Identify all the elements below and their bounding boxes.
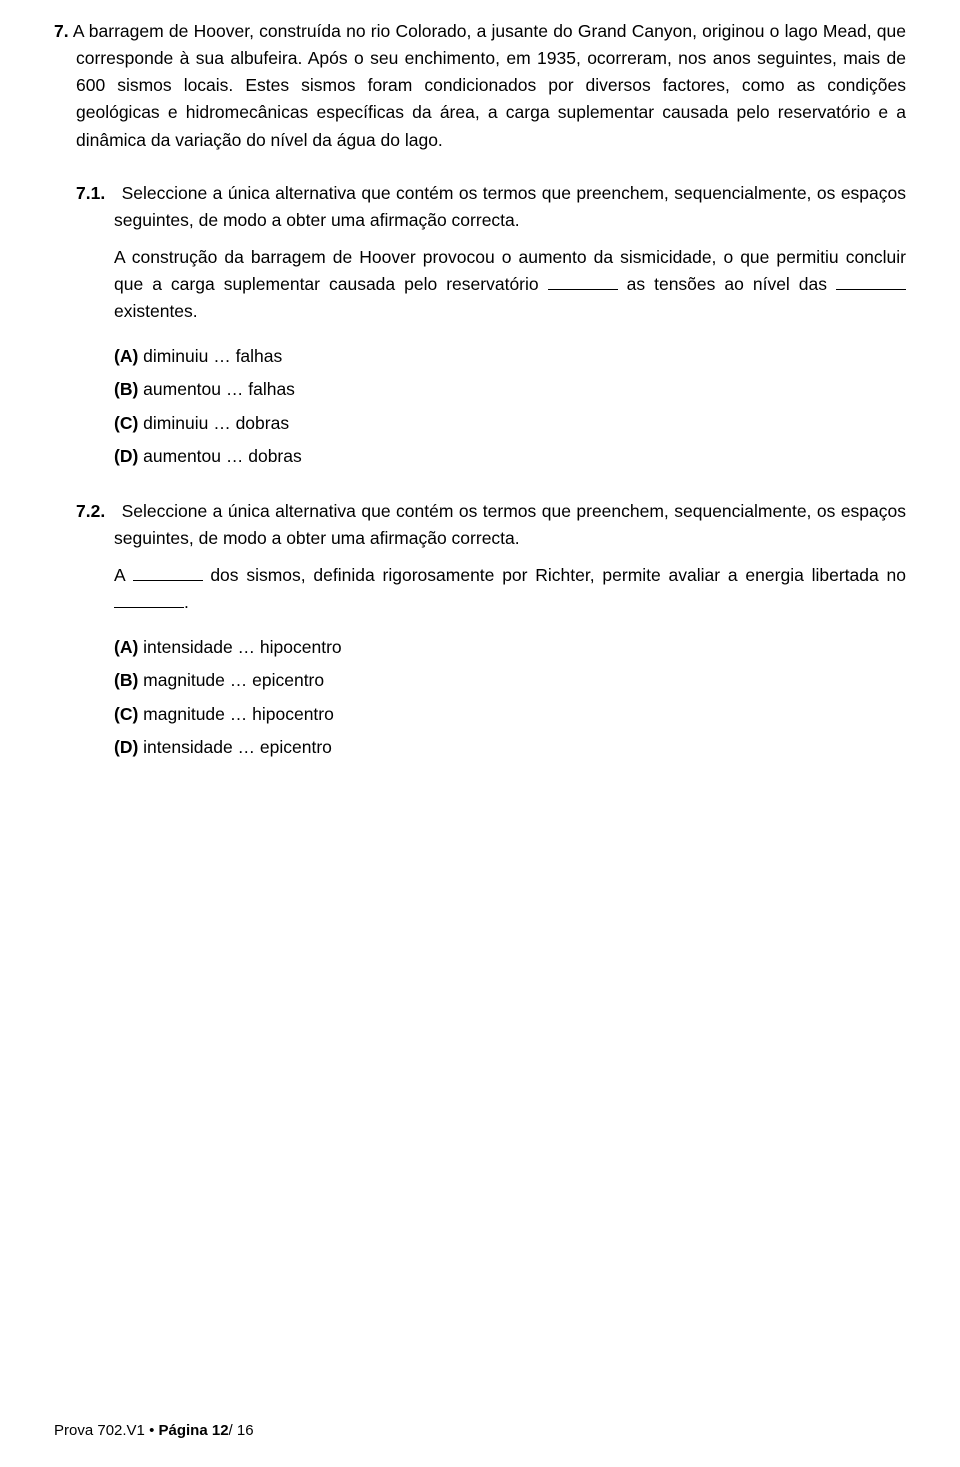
question-7-2-statement: A dos sismos, definida rigorosamente por… [76, 562, 906, 616]
q71-text-c: existentes. [114, 301, 198, 321]
option-c-text: magnitude … hipocentro [143, 704, 334, 724]
page-number-label: Página 12 [159, 1422, 229, 1439]
question-7-2-options: (A) intensidade … hipocentro (B) magnitu… [76, 634, 906, 761]
option-b-label: (B) [114, 670, 138, 690]
q72-text-a: A [114, 565, 133, 585]
option-d-label: (D) [114, 446, 138, 466]
question-7-2-number: 7.2. [76, 501, 105, 521]
question-7-1-statement: A construção da barragem de Hoover provo… [76, 244, 906, 325]
question-7-1-number: 7.1. [76, 183, 105, 203]
blank-field [133, 564, 203, 582]
q71-text-b: as tensões ao nível das [618, 274, 836, 294]
blank-field [548, 273, 618, 291]
q72-text-c: . [184, 592, 189, 612]
option-a[interactable]: (A) intensidade … hipocentro [114, 634, 906, 661]
exam-page: 7. A barragem de Hoover, construída no r… [0, 0, 960, 1467]
footer-separator: • [145, 1422, 159, 1439]
option-b-text: aumentou … falhas [143, 379, 295, 399]
option-a-label: (A) [114, 346, 138, 366]
option-d[interactable]: (D) intensidade … epicentro [114, 734, 906, 761]
option-a-label: (A) [114, 637, 138, 657]
option-c[interactable]: (C) magnitude … hipocentro [114, 701, 906, 728]
question-7-1-instruction: Seleccione a única alternativa que conté… [114, 183, 906, 230]
question-7-2-head: 7.2. Seleccione a única alternativa que … [76, 498, 906, 552]
option-a[interactable]: (A) diminuiu … falhas [114, 343, 906, 370]
option-a-text: diminuiu … falhas [143, 346, 282, 366]
option-d[interactable]: (D) aumentou … dobras [114, 443, 906, 470]
option-d-label: (D) [114, 737, 138, 757]
question-7-text: A barragem de Hoover, construída no rio … [73, 21, 906, 150]
question-7-paragraph: 7. A barragem de Hoover, construída no r… [54, 18, 906, 154]
page-footer: Prova 702.V1 • Página 12/ 16 [54, 1422, 254, 1439]
option-b-text: magnitude … epicentro [143, 670, 324, 690]
question-7: 7. A barragem de Hoover, construída no r… [54, 18, 906, 154]
blank-field [836, 273, 906, 291]
question-7-1: 7.1. Seleccione a única alternativa que … [54, 180, 906, 470]
question-7-2: 7.2. Seleccione a única alternativa que … [54, 498, 906, 761]
option-c-text: diminuiu … dobras [143, 413, 289, 433]
option-c-label: (C) [114, 704, 138, 724]
question-7-1-options: (A) diminuiu … falhas (B) aumentou … fal… [76, 343, 906, 470]
blank-field [114, 591, 184, 609]
option-c-label: (C) [114, 413, 138, 433]
option-d-text: intensidade … epicentro [143, 737, 332, 757]
q72-text-b: dos sismos, definida rigorosamente por R… [203, 565, 907, 585]
question-7-1-head: 7.1. Seleccione a única alternativa que … [76, 180, 906, 234]
option-b-label: (B) [114, 379, 138, 399]
question-7-2-instruction: Seleccione a única alternativa que conté… [114, 501, 906, 548]
question-7-number: 7. [54, 21, 69, 41]
option-a-text: intensidade … hipocentro [143, 637, 341, 657]
exam-code: Prova 702.V1 [54, 1422, 145, 1439]
option-b[interactable]: (B) magnitude … epicentro [114, 667, 906, 694]
page-total: / 16 [229, 1422, 254, 1439]
option-b[interactable]: (B) aumentou … falhas [114, 376, 906, 403]
option-d-text: aumentou … dobras [143, 446, 302, 466]
option-c[interactable]: (C) diminuiu … dobras [114, 410, 906, 437]
